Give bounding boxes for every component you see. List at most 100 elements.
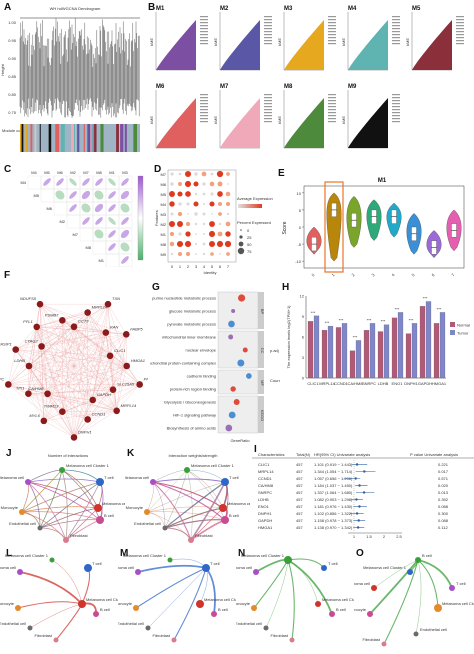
kme-gene-label [264, 118, 272, 120]
bar-y-tick: 6 [302, 335, 305, 340]
dotplot-dot [224, 240, 232, 248]
bar-rect [307, 321, 314, 379]
dotplot-dot [178, 172, 182, 176]
corr-cell [92, 240, 107, 255]
dotplot-identity-label: 2 [187, 264, 190, 269]
ppi-edge [43, 420, 75, 438]
network-node-label: B cell [422, 553, 432, 558]
enrichment-term-label: purine nucleotide metabolic process [152, 296, 216, 301]
ppi-edge [39, 304, 93, 401]
module-color-stripe [87, 124, 92, 152]
kme-gene-label [200, 103, 208, 105]
kme-gene-label [328, 97, 336, 99]
network-node [17, 569, 23, 575]
dotplot-dot [194, 172, 198, 176]
corr-col-label: M7 [83, 170, 89, 175]
dotplot-identity-label: 0 [171, 264, 174, 269]
ppi-node [106, 352, 114, 360]
network-node [167, 557, 173, 563]
network-node [59, 467, 65, 473]
dotplot-dot [185, 251, 191, 257]
m1-violin-svg: M1 Score 10 5 0 -5 -10 0 1 2 3 4 5 6 7 [282, 178, 465, 278]
kme-gene-label [328, 100, 336, 102]
kme-gene-label [264, 109, 272, 111]
ppi-gene-label: MRPL14 [121, 403, 137, 408]
dotplot-dot [217, 201, 223, 207]
network-edge [21, 481, 30, 513]
bar-category-label: HMGA1 [432, 381, 447, 386]
kme-y-label: kME [277, 116, 282, 124]
network-node [96, 516, 104, 524]
corr-ellipse [108, 178, 116, 186]
ppi-edge [15, 349, 63, 412]
ppi-edge [28, 389, 114, 394]
ppi-edge [87, 355, 111, 420]
forest-hr: 1.181 (0.976 ~ 1.430) [314, 504, 353, 509]
forest-total: 457 [296, 476, 303, 481]
dotplot-dot [184, 170, 192, 178]
enrichment-dot [237, 359, 245, 367]
enrichment-group-strip [258, 292, 264, 329]
forest-hr: 1.082 (0.903 ~ 1.298) [314, 497, 353, 502]
dotplot-dot [202, 202, 206, 206]
dotplot-dot [202, 182, 206, 186]
ppi-edge [28, 393, 93, 401]
corr-ellipse [94, 203, 104, 213]
network-edge [417, 559, 453, 589]
kme-gene-label [392, 19, 400, 21]
ppi-edge [47, 320, 63, 394]
ppi-node [70, 434, 78, 441]
ppi-edge [39, 304, 114, 390]
ppi-edge [62, 312, 88, 412]
ppi-edge [28, 365, 117, 411]
bar-significance: *** [353, 334, 358, 339]
ppi-edge [47, 393, 75, 438]
violin-x-tick: 2 [350, 272, 356, 278]
forest-point [357, 519, 360, 522]
dotplot-dot [187, 213, 189, 215]
panel-j: J Number of interactions Melanoma cell C… [0, 448, 125, 548]
ppi-edge [36, 326, 93, 401]
network-node [144, 509, 150, 515]
bar-significance: *** [409, 317, 414, 322]
interaction-count-network-svg: Number of interactions Melanoma cell Clu… [0, 453, 125, 543]
corr-row-label: M8 [85, 245, 91, 250]
dendrogram-y-label: Height [0, 63, 5, 75]
kme-gene-label [328, 112, 336, 114]
bar-rect [405, 333, 412, 379]
network-edge [369, 559, 419, 615]
network-node-label: Fibroblast [70, 533, 88, 538]
ppi-edge [73, 410, 117, 438]
network-n-svg: Melanoma cell Cluster 1 T cell Other Melan… [236, 553, 354, 643]
forest-point [358, 505, 361, 508]
network-node-label: Melanoma cell Cluster 0 [442, 601, 474, 606]
ppi-edge [39, 304, 42, 347]
module-color-stripe [83, 124, 85, 152]
network-node-label: Other Melanoma cell [118, 565, 134, 570]
kme-gene-label [328, 22, 336, 24]
panel-h-label: H [282, 282, 290, 293]
network-node [263, 625, 269, 631]
dotplot-dot [185, 191, 191, 197]
dotplot-dot [186, 202, 190, 206]
kme-y-label: kME [149, 116, 154, 124]
ppi-edge [41, 346, 93, 401]
kme-gene-label [200, 97, 208, 99]
forest-hr: 1.057 (0.656 ~ 1.208) [314, 476, 353, 481]
ppi-node [25, 390, 32, 397]
kme-gene-label [200, 22, 208, 24]
network-node-label: Melanoma cell Cluster 0 [86, 597, 118, 602]
forest-point [355, 463, 359, 466]
dotplot-feature-label: M3 [160, 212, 166, 217]
network-node-label: Melanoma cell Cluster 1 [66, 463, 110, 468]
ppi-edge [8, 365, 127, 385]
ppi-edge [47, 334, 127, 394]
network-node [27, 625, 33, 631]
ppi-gene-label: SLC25A5 [117, 382, 135, 387]
forest-hr: 1.184 (1.037 ~ 1.450) [314, 483, 353, 488]
ppi-edge [43, 410, 117, 422]
kme-gene-label [264, 115, 272, 117]
corr-cell [105, 253, 120, 267]
dotplot-dot [225, 201, 231, 207]
dotplot-legend-title-2: Percent Expressed [237, 220, 271, 225]
